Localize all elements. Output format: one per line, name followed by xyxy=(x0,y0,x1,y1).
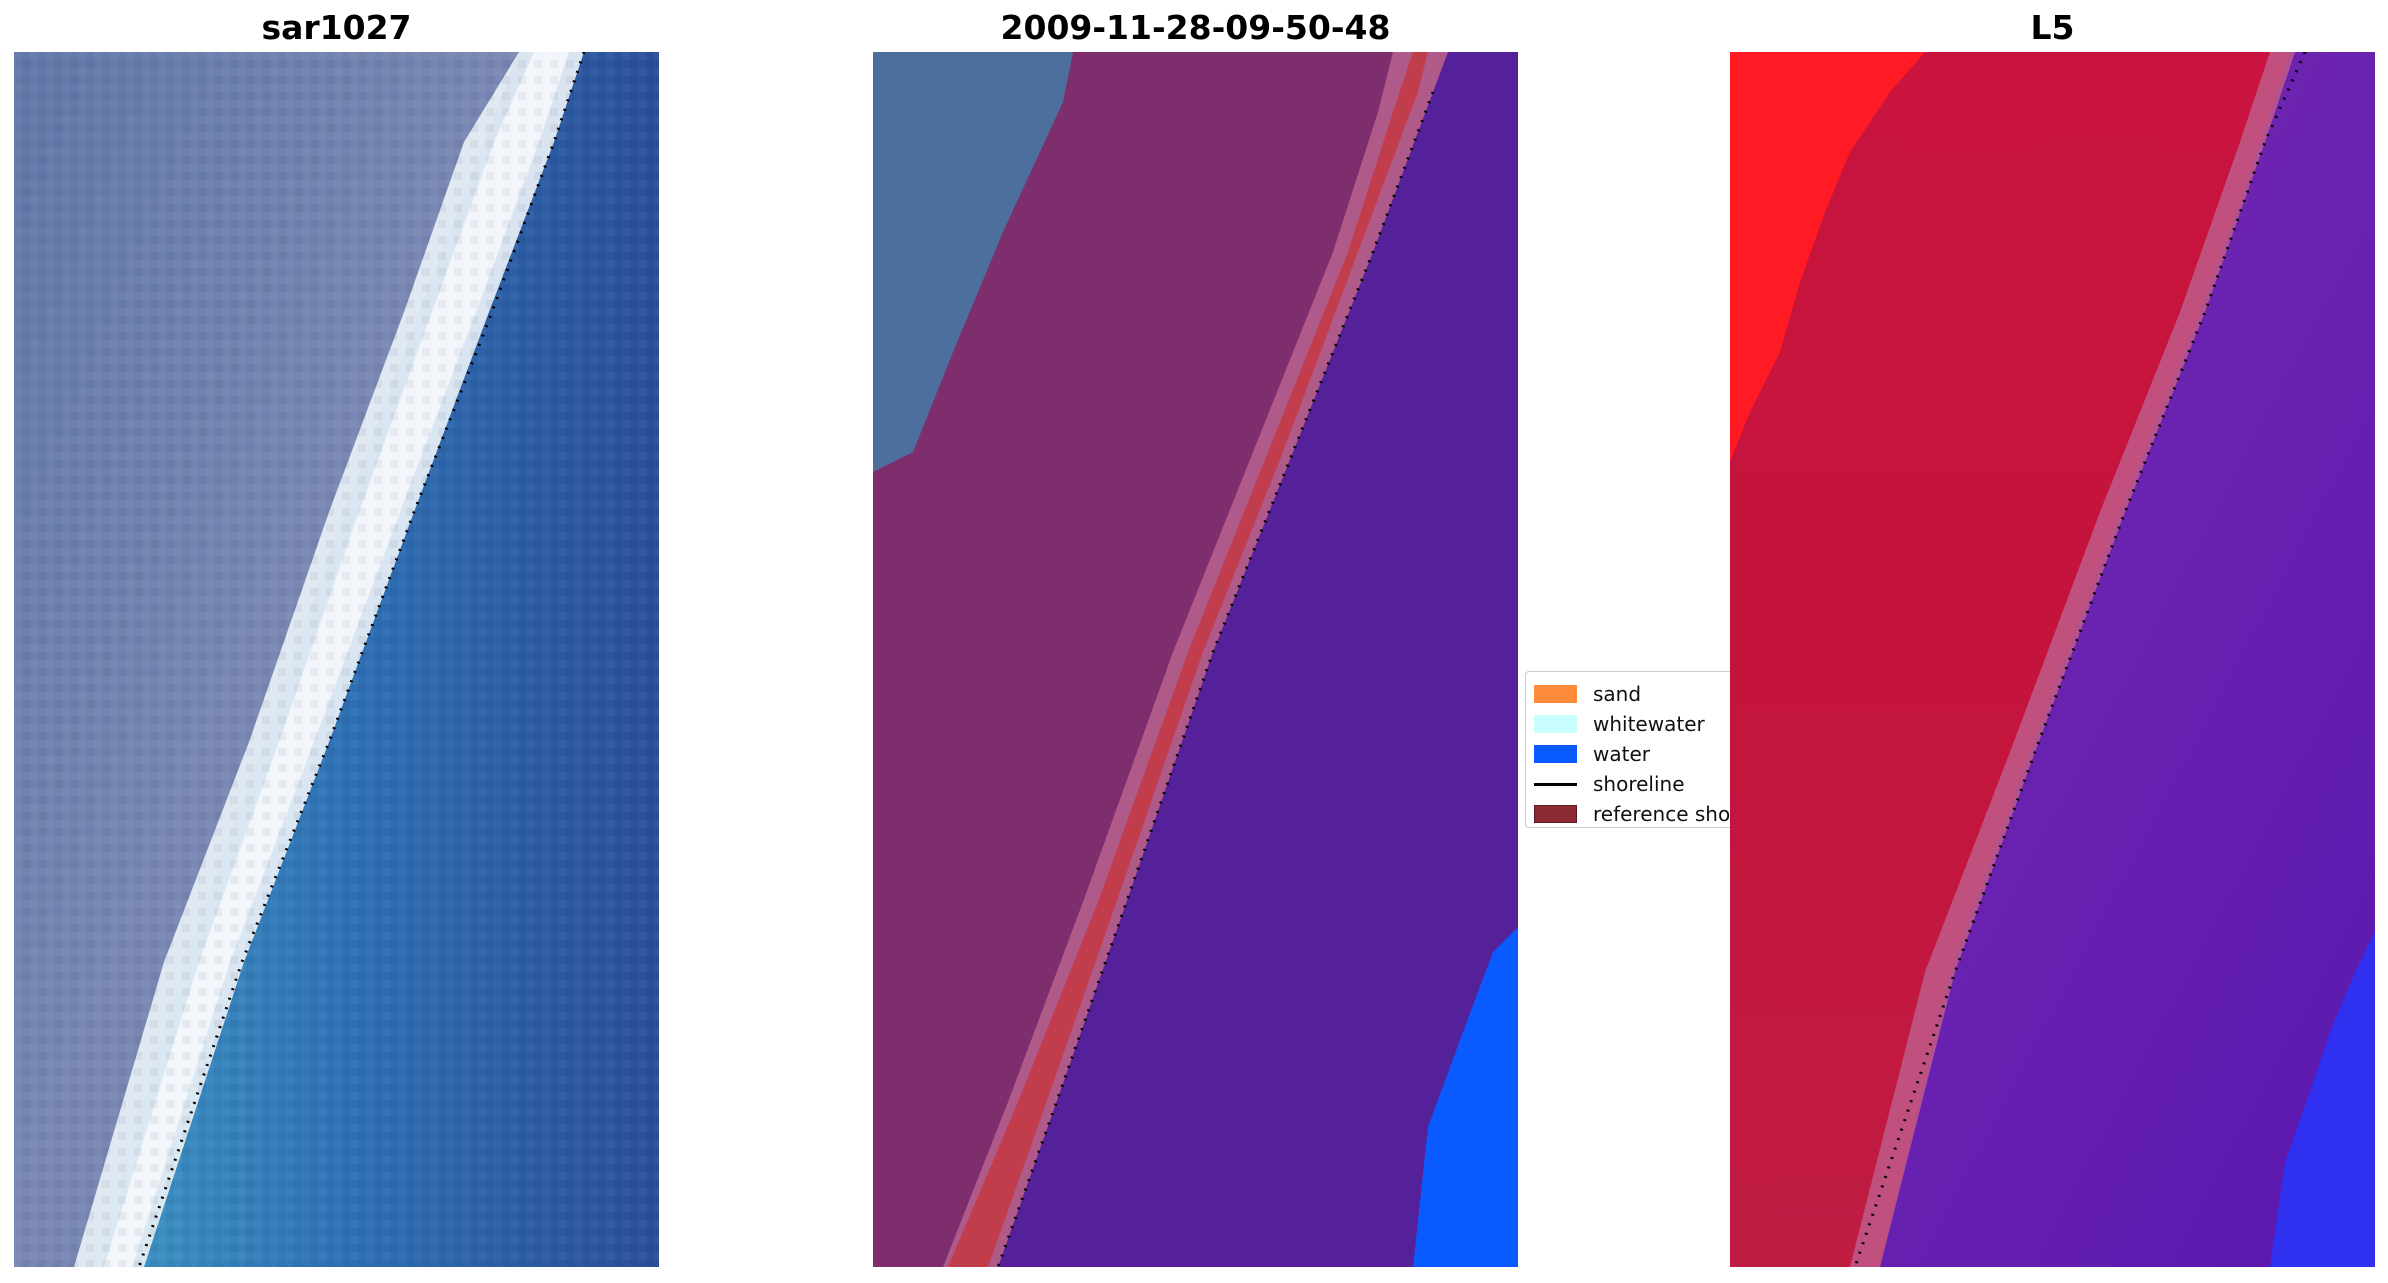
rgb-image xyxy=(14,52,659,1267)
land-fc-area xyxy=(1730,52,2290,1267)
legend-swatch-reference-shoreline xyxy=(1534,805,1577,823)
shoreline-line xyxy=(137,52,586,1267)
legend-label-sand: sand xyxy=(1593,682,1642,706)
legend-item-sand: sand xyxy=(1534,680,1641,708)
pixel-texture xyxy=(14,52,659,1267)
legend-item-water: water xyxy=(1534,740,1650,768)
ocean-class-area xyxy=(1413,927,1518,1267)
legend-label-whitewater: whitewater xyxy=(1593,712,1705,736)
rgb-corner xyxy=(873,52,1073,472)
rgb-image-panel xyxy=(14,52,659,1267)
panel-title-2: 2009-11-28-09-50-48 xyxy=(1000,8,1391,47)
classified-image xyxy=(873,52,1518,1267)
bright-red-patch xyxy=(1730,52,1925,462)
legend-label-shoreline: shoreline xyxy=(1593,772,1685,796)
shoreline-line xyxy=(996,91,1435,1267)
legend-line-shoreline xyxy=(1534,782,1577,786)
legend-item-whitewater: whitewater xyxy=(1534,710,1705,738)
panel-title-3: L5 xyxy=(2030,8,2075,47)
panel-title-1: sar1027 xyxy=(261,8,412,47)
classified-image-panel xyxy=(873,52,1518,1267)
legend-item-reference-shoreline: reference sho xyxy=(1534,800,1730,827)
legend-swatch-sand xyxy=(1534,685,1577,703)
legend-label-water: water xyxy=(1593,742,1650,766)
blue-corner xyxy=(2270,932,2375,1267)
legend: sand whitewater water shoreline referenc… xyxy=(1525,671,1730,828)
false-color-image-panel xyxy=(1730,52,2375,1267)
edge-band-fc xyxy=(1850,52,2295,1267)
legend-swatch-water xyxy=(1534,745,1577,763)
sand-class-band xyxy=(948,52,1428,1267)
false-color-image xyxy=(1730,52,2375,1267)
legend-item-shoreline: shoreline xyxy=(1534,770,1685,798)
legend-label-reference-shoreline: reference sho xyxy=(1593,802,1730,826)
legend-swatch-whitewater xyxy=(1534,715,1577,733)
